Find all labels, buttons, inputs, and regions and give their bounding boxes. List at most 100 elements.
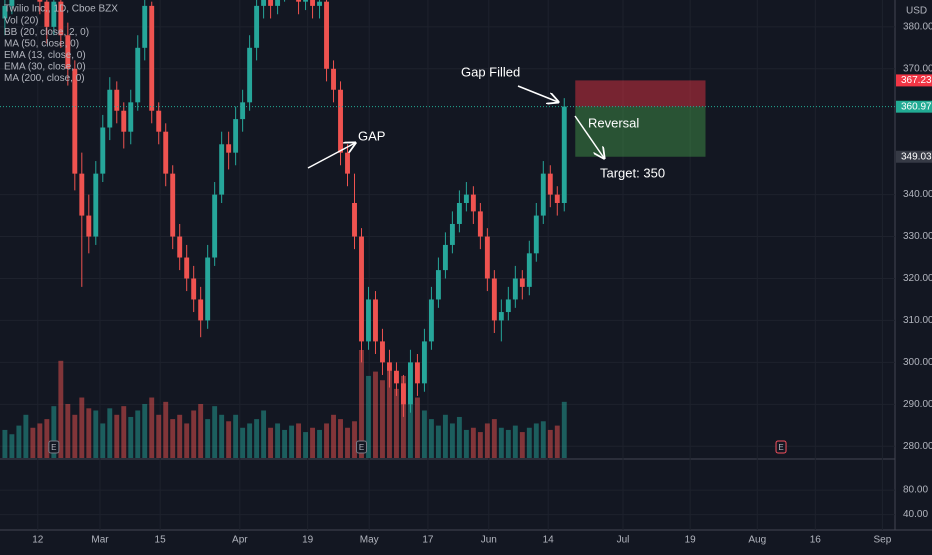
volume-bar [387,367,392,458]
earnings-label: E [778,443,783,452]
candle-body [247,47,253,103]
y-tick-label: 320.00 [903,273,932,284]
candle-body [456,202,462,224]
target-zone [575,106,706,157]
candle-body [296,0,302,2]
candle-body [37,0,43,2]
indicator-label: EMA (13, close, 0) [4,50,86,61]
price-badge [896,150,932,163]
y-tick-label: 80.00 [903,485,928,496]
y-tick-label: 290.00 [903,399,932,410]
volume-bar [100,423,106,458]
candle-body [373,299,378,342]
volume-bar [23,414,29,458]
chart-title: Twilio Inc., 1D, Cboe BZX [4,4,118,15]
candle-body [540,173,546,216]
candle-body [359,236,364,342]
y-tick-label: 310.00 [903,315,932,326]
x-tick-label: Jul [617,535,630,546]
candle-body [114,89,120,111]
candle-body [484,236,490,279]
candle-body [526,253,532,287]
candle-body [121,110,127,132]
x-tick-label: Mar [91,535,109,546]
volume-bar [470,427,476,458]
candle-body [219,144,225,195]
indicator-label: MA (200, close, 0) [4,73,85,84]
candle-body [44,1,50,27]
volume-bar [394,388,399,458]
candle-body [212,194,218,258]
volume-bar [484,423,490,458]
x-tick-label: 14 [543,535,555,546]
volume-bar [414,397,420,458]
candle-body [547,173,553,195]
volume-bar [477,432,483,458]
volume-bar [554,425,560,458]
volume-bar [512,425,518,458]
candle-body [100,127,106,174]
volume-bar [303,432,309,458]
candle-body [233,119,239,153]
indicator-label: Vol (20) [4,16,38,27]
volume-bar [37,423,43,458]
price-badge [896,100,932,113]
candle-body [477,211,483,237]
earnings-label: E [51,443,56,452]
volume-bar [2,429,8,458]
volume-bar [261,410,267,458]
stop-zone [575,80,706,107]
volume-bar [324,423,329,458]
volume-bar [51,406,57,458]
volume-bar [184,423,190,458]
candle-body [317,1,322,6]
annotation: Gap Filled [461,64,520,79]
volume-bar [30,427,36,458]
candle-body [561,106,567,203]
x-tick-label: 16 [810,535,822,546]
price-badge [896,74,932,87]
candle-body [442,244,448,271]
candle-body [387,362,392,371]
volume-bar [275,423,281,458]
volume-bar [359,350,364,458]
x-tick-label: 19 [685,535,697,546]
volume-bar [121,406,127,458]
candle-body [79,173,85,216]
candle-body [380,341,385,363]
annotation: Target: 350 [600,165,665,180]
candle-body [198,299,204,321]
arrow [517,85,558,102]
candle-body [338,89,343,153]
volume-bar [435,425,441,458]
volume-bar [44,419,50,458]
candle-body [51,1,57,27]
candle-body [184,257,190,279]
volume-bar [352,421,357,458]
volume-bar [561,401,567,458]
candle-body [407,362,413,405]
volume-bar [463,429,469,458]
candle-body [240,102,246,120]
candle-body [533,215,539,254]
volume-bar [114,414,120,458]
earnings-marker [775,440,787,454]
volume-bar [135,410,141,458]
volume-bar [526,427,532,458]
candle-body [226,144,232,153]
volume-bar [128,416,134,458]
volume-bar [93,410,99,458]
arrow [307,143,355,169]
x-tick-label: Jun [481,535,497,546]
y-tick-label: 330.00 [903,231,932,242]
candle-body [9,0,15,6]
volume-bar [519,432,525,458]
candle-body [414,362,420,384]
candle-body [170,173,176,237]
volume-bar [156,414,162,458]
volume-bar [233,414,239,458]
y-tick-label: 300.00 [903,357,932,368]
candle-body [149,5,155,111]
x-tick-label: Sep [874,535,892,546]
